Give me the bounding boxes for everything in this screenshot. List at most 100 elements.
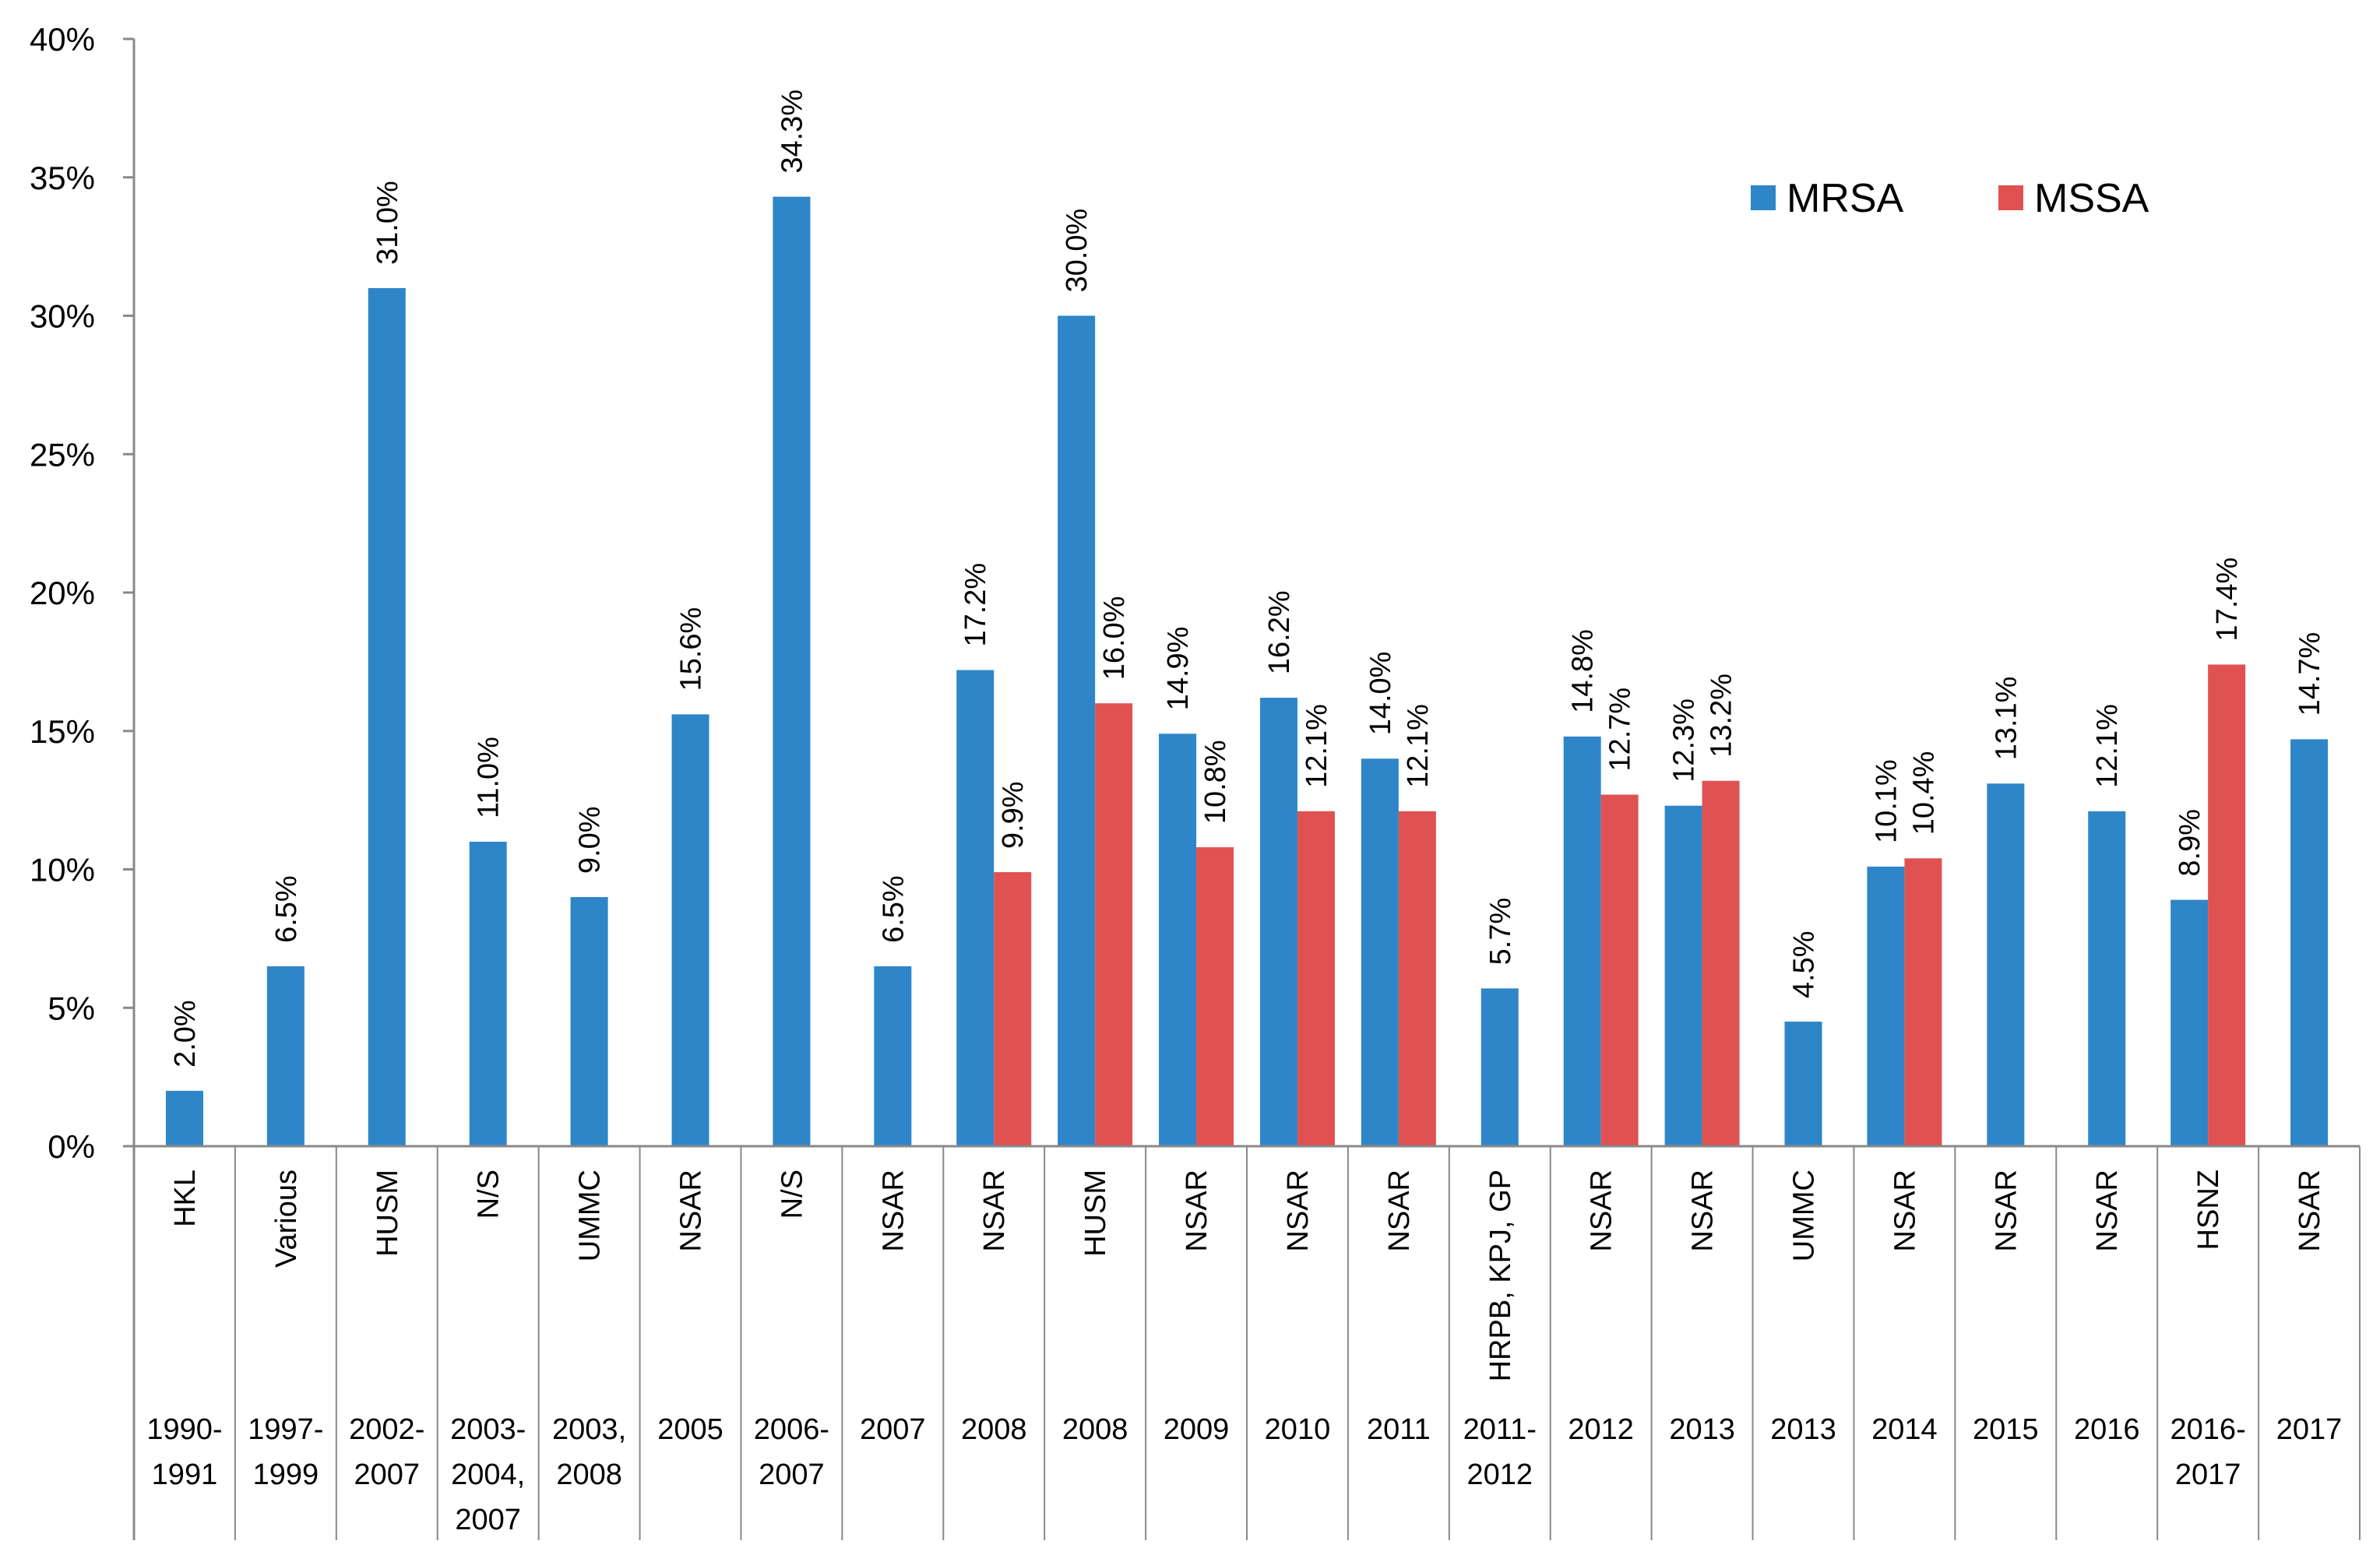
bar-mrsa-9 bbox=[1058, 315, 1096, 1146]
category-site-label-18: NSAR bbox=[1990, 1170, 2023, 1252]
data-label-mssa-15: 13.2% bbox=[1706, 674, 1738, 758]
y-tick-label: 0% bbox=[48, 1128, 95, 1165]
y-tick-label: 20% bbox=[30, 575, 95, 611]
bar-mssa-12 bbox=[1398, 811, 1436, 1146]
legend-label-mrsa: MRSA bbox=[1787, 176, 1904, 221]
category-period-label-2-0: 2002- bbox=[349, 1413, 424, 1446]
bar-mssa-14 bbox=[1600, 794, 1639, 1146]
category-site-label-12: NSAR bbox=[1383, 1170, 1416, 1252]
legend-swatch-mrsa bbox=[1751, 185, 1776, 210]
data-label-mssa-14: 12.7% bbox=[1604, 688, 1637, 772]
bar-mrsa-0 bbox=[165, 1090, 203, 1146]
bar-mrsa-17 bbox=[1867, 866, 1905, 1146]
category-period-label-17-0: 2014 bbox=[1871, 1413, 1938, 1446]
category-period-label-3-0: 2003- bbox=[450, 1413, 526, 1446]
bar-mrsa-16 bbox=[1784, 1022, 1822, 1146]
data-label-mrsa-1: 6.5% bbox=[270, 875, 303, 943]
category-site-label-10: NSAR bbox=[1181, 1170, 1213, 1252]
data-label-mssa-12: 12.1% bbox=[1402, 704, 1435, 788]
category-site-label-7: NSAR bbox=[877, 1170, 910, 1252]
category-site-label-13: HRPB, KPJ, GP bbox=[1484, 1170, 1517, 1381]
category-period-label-19-0: 2016 bbox=[2074, 1413, 2140, 1446]
data-label-mrsa-17: 10.1% bbox=[1870, 759, 1903, 843]
category-period-label-0-1: 1991 bbox=[152, 1458, 218, 1491]
category-period-label-1-1: 1999 bbox=[253, 1458, 319, 1491]
data-label-mrsa-19: 12.1% bbox=[2091, 704, 2124, 788]
category-period-label-11-0: 2010 bbox=[1265, 1413, 1331, 1446]
data-label-mrsa-4: 9.0% bbox=[574, 806, 607, 874]
category-period-label-4-0: 2003, bbox=[552, 1413, 626, 1446]
category-site-label-3: N/S bbox=[473, 1170, 505, 1219]
bar-mrsa-6 bbox=[773, 196, 811, 1146]
category-period-label-20-0: 2016- bbox=[2171, 1413, 2246, 1446]
data-label-mssa-9: 16.0% bbox=[1098, 596, 1131, 680]
bar-mrsa-2 bbox=[368, 287, 406, 1147]
category-period-label-13-1: 2012 bbox=[1466, 1458, 1533, 1491]
y-tick-label: 35% bbox=[30, 160, 95, 196]
y-tick-label: 40% bbox=[30, 21, 95, 58]
category-period-label-15-0: 2013 bbox=[1669, 1413, 1735, 1446]
bar-mrsa-7 bbox=[874, 966, 912, 1146]
data-label-mrsa-2: 31.0% bbox=[371, 181, 404, 265]
bar-mrsa-5 bbox=[671, 714, 709, 1146]
bar-mssa-10 bbox=[1196, 847, 1234, 1146]
category-site-label-2: HUSM bbox=[371, 1170, 404, 1257]
category-period-label-18-0: 2015 bbox=[1973, 1413, 2039, 1446]
data-label-mrsa-20: 8.9% bbox=[2174, 809, 2206, 877]
bar-mrsa-21 bbox=[2290, 739, 2329, 1146]
category-period-label-3-2: 2007 bbox=[455, 1504, 521, 1536]
category-period-label-7-0: 2007 bbox=[860, 1413, 926, 1446]
x-axis-table: HKL 1990- 1991 Various 1997- 1999 HUSM 2002- 200… bbox=[133, 1145, 2361, 1540]
bar-mrsa-18 bbox=[1987, 783, 2025, 1146]
bar-mrsa-12 bbox=[1361, 758, 1399, 1146]
data-label-mssa-17: 10.4% bbox=[1907, 751, 1940, 836]
legend: MRSA MSSA bbox=[1751, 176, 2149, 221]
category-site-label-14: NSAR bbox=[1586, 1170, 1618, 1252]
category-period-label-21-0: 2017 bbox=[2276, 1413, 2343, 1446]
data-label-mrsa-0: 2.0% bbox=[169, 1000, 202, 1068]
category-site-label-11: NSAR bbox=[1282, 1170, 1315, 1252]
bar-mrsa-8 bbox=[956, 670, 995, 1146]
category-period-label-16-0: 2013 bbox=[1770, 1413, 1836, 1446]
category-period-label-13-0: 2011- bbox=[1463, 1413, 1537, 1446]
category-site-label-8: NSAR bbox=[978, 1170, 1011, 1252]
category-site-label-6: N/S bbox=[776, 1170, 808, 1219]
bar-mssa-17 bbox=[1904, 858, 1942, 1146]
bar-mrsa-15 bbox=[1664, 805, 1702, 1146]
bar-mrsa-10 bbox=[1159, 734, 1197, 1146]
data-labels: 2.0% 6.5% 31.0% 11.0% 9.0% 15.6% 34.3% 6.5% 17.2… bbox=[169, 90, 2326, 1068]
category-site-label-4: UMMC bbox=[574, 1170, 607, 1261]
data-label-mrsa-21: 14.7% bbox=[2294, 632, 2326, 716]
bar-mssa-20 bbox=[2208, 664, 2246, 1146]
y-tick-label: 25% bbox=[30, 436, 95, 473]
category-period-label-12-0: 2011 bbox=[1367, 1413, 1431, 1446]
category-period-label-9-0: 2008 bbox=[1062, 1413, 1128, 1446]
data-label-mrsa-7: 6.5% bbox=[877, 875, 910, 943]
y-tick-label: 30% bbox=[30, 298, 95, 335]
data-label-mrsa-9: 30.0% bbox=[1061, 209, 1093, 293]
bar-mssa-15 bbox=[1702, 780, 1740, 1146]
bar-mrsa-19 bbox=[2088, 811, 2126, 1146]
bar-mrsa-11 bbox=[1259, 698, 1297, 1146]
category-site-label-16: UMMC bbox=[1788, 1170, 1821, 1261]
data-label-mrsa-11: 16.2% bbox=[1263, 590, 1296, 674]
data-label-mrsa-10: 14.9% bbox=[1162, 627, 1195, 711]
category-period-label-10-0: 2009 bbox=[1164, 1413, 1230, 1446]
bar-mrsa-3 bbox=[469, 841, 507, 1146]
category-period-label-1-0: 1997- bbox=[248, 1413, 323, 1446]
bar-mrsa-4 bbox=[570, 897, 608, 1146]
bar-mssa-8 bbox=[994, 872, 1032, 1146]
data-label-mssa-11: 12.1% bbox=[1301, 704, 1333, 788]
category-site-label-1: Various bbox=[270, 1170, 303, 1268]
category-period-label-6-1: 2007 bbox=[759, 1458, 825, 1491]
data-label-mrsa-5: 15.6% bbox=[675, 607, 708, 691]
y-tick-label: 15% bbox=[30, 713, 95, 750]
category-period-label-5-0: 2005 bbox=[657, 1413, 724, 1446]
data-label-mrsa-18: 13.1% bbox=[1990, 677, 2023, 761]
y-axis: 0% 5% 10% 15% 20% 25% 30% 35% 40% bbox=[30, 21, 136, 1540]
data-label-mssa-10: 10.8% bbox=[1199, 740, 1232, 824]
y-tick-label: 5% bbox=[48, 990, 95, 1026]
y-tick-label: 10% bbox=[30, 852, 95, 888]
legend-swatch-mssa bbox=[1998, 185, 2023, 210]
